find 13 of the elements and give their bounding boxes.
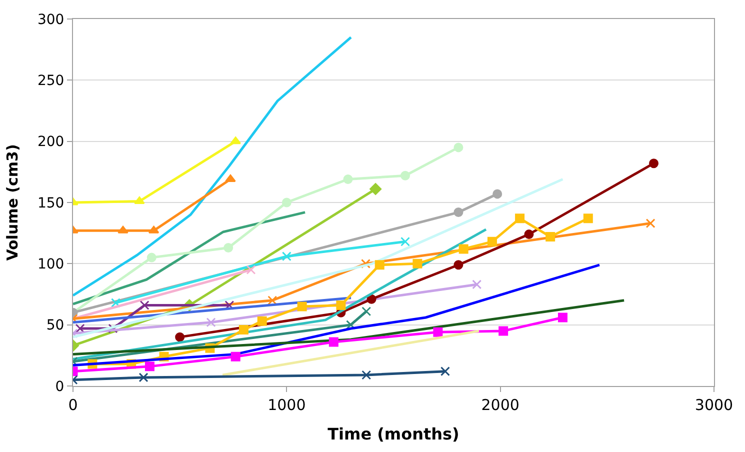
y-tick-label: 100 <box>37 256 64 273</box>
x-axis-title: Time (months) <box>328 424 460 444</box>
y-tick-label: 150 <box>37 195 64 212</box>
x-tick-label: 0 <box>68 396 78 414</box>
x-tick-label: 2000 <box>481 396 520 414</box>
y-tick-label: 300 <box>37 12 64 28</box>
y-tick-label: 250 <box>37 73 64 90</box>
y-tick-label: 0 <box>55 378 64 395</box>
x-tick-label: 3000 <box>694 396 734 414</box>
x-tick-label: 1000 <box>268 396 306 414</box>
y-tick-label: 50 <box>46 318 64 334</box>
y-tick-label: 200 <box>37 134 64 150</box>
y-axis-title: Volume (cm3) <box>4 144 22 261</box>
